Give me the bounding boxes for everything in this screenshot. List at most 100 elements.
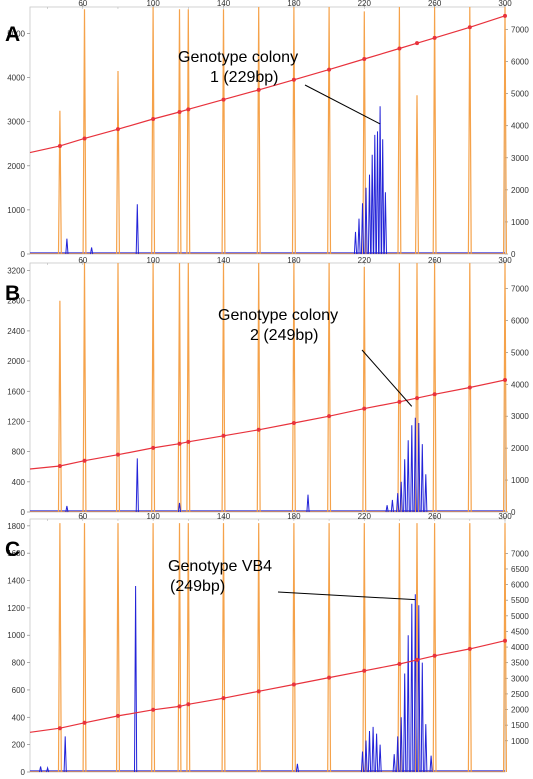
sample-peak [375, 733, 379, 773]
y-right-tick-label: 5000 [511, 348, 529, 357]
calibration-point [82, 458, 87, 463]
calibration-point [177, 109, 182, 114]
x-tick-label: 300 [498, 512, 512, 521]
sample-peak [406, 635, 410, 773]
y-right-tick-label: 6000 [511, 316, 529, 325]
x-tick-label: 260 [428, 256, 442, 265]
size-standard-peak [151, 6, 156, 255]
calibration-point [57, 143, 62, 148]
y-left-tick-label: 0 [21, 508, 26, 517]
sample-peak [403, 459, 407, 513]
sample-peak [177, 502, 182, 513]
annotation-line: Genotype colony [178, 49, 298, 66]
calibration-point [82, 136, 87, 141]
sample-peak [306, 494, 310, 513]
calibration-point [82, 720, 87, 725]
panel-letter: B [5, 282, 20, 305]
y-left-tick-label: 400 [12, 478, 26, 487]
x-tick-label: 100 [146, 256, 160, 265]
y-left-tick-label: 3200 [7, 267, 25, 276]
size-standard-peak [432, 262, 437, 513]
sample-peak [353, 231, 358, 255]
y-right-tick-label: 4500 [511, 627, 529, 636]
y-left-tick-label: 1200 [7, 604, 25, 613]
panel-letter: C [5, 538, 20, 561]
y-right-tick-label: 0 [511, 250, 516, 259]
y-left-tick-label: 1200 [7, 417, 25, 426]
size-standard-peak [177, 9, 182, 255]
size-standard-peak [82, 523, 87, 773]
x-tick-label: 220 [358, 256, 372, 265]
calibration-point [256, 87, 261, 92]
x-tick-label: 300 [498, 0, 512, 8]
calibration-point [397, 46, 402, 51]
annotation-line: Genotype colony [218, 307, 338, 324]
calibration-point [186, 107, 191, 112]
calibration-point [467, 25, 472, 30]
sample-peak [385, 505, 389, 513]
size-standard-peak [256, 523, 261, 773]
size-standard-peak [116, 523, 120, 773]
calibration-point [151, 445, 156, 450]
sample-peak [392, 754, 396, 773]
y-right-tick-label: 3000 [511, 154, 529, 163]
size-standard-peak [177, 262, 182, 513]
size-standard-peak [397, 523, 402, 773]
calibration-point [432, 35, 437, 40]
sample-peak [417, 605, 421, 773]
size-standard-peak [503, 523, 507, 773]
sample-peak [396, 493, 400, 513]
calibration-point [327, 67, 332, 72]
sample-peak [410, 425, 414, 513]
y-right-tick-label: 2500 [511, 690, 529, 699]
sample-peak [135, 458, 139, 513]
y-right-tick-label: 5000 [511, 612, 529, 621]
y-right-tick-label: 4000 [511, 380, 529, 389]
calibration-point [186, 439, 191, 444]
calibration-point [57, 726, 62, 731]
calibration-point [57, 463, 62, 468]
y-right-tick-label: 1000 [511, 218, 529, 227]
calibration-point [151, 707, 156, 712]
annotation-label: Genotype colony 2 (249bp) [218, 307, 338, 344]
y-right-tick-label: 6000 [511, 58, 529, 67]
y-left-tick-label: 2000 [7, 162, 25, 171]
size-standard-peak [186, 9, 191, 255]
sample-peak [360, 203, 365, 255]
y-left-tick-label: 400 [12, 713, 26, 722]
y-left-tick-label: 1400 [7, 577, 25, 586]
sample-peak [413, 594, 417, 773]
calibration-point [327, 414, 332, 419]
plot-frame [29, 6, 506, 255]
size-standard-peak [57, 300, 62, 513]
y-right-tick-label: 3000 [511, 674, 529, 683]
size-standard-peak [186, 523, 191, 773]
x-tick-label: 300 [498, 256, 512, 265]
size-standard-peak [116, 70, 120, 255]
y-right-tick-label: 2000 [511, 444, 529, 453]
sample-peak [46, 765, 50, 773]
y-right-tick-label: 4000 [511, 122, 529, 131]
calibration-point [362, 406, 367, 411]
sample-peak [373, 134, 377, 255]
y-left-tick-label: 5000 [7, 29, 25, 38]
calibration-point [415, 396, 420, 401]
sample-peak [367, 174, 372, 255]
y-right-tick-label: 6500 [511, 565, 529, 574]
sample-peak [399, 717, 403, 773]
sample-peak [65, 505, 69, 513]
calibration-point [397, 661, 402, 666]
size-standard-peak [327, 523, 332, 773]
size-standard-peak [82, 262, 87, 513]
y-right-tick-label: 5500 [511, 596, 529, 605]
y-right-tick-label: 2000 [511, 186, 529, 195]
calibration-point [503, 638, 507, 643]
y-left-tick-label: 600 [12, 686, 26, 695]
calibration-point [291, 77, 296, 82]
y-right-tick-label: 1000 [511, 476, 529, 485]
y-right-tick-label: 5000 [511, 90, 529, 99]
y-left-tick-label: 1000 [7, 631, 25, 640]
x-tick-label: 140 [217, 512, 231, 521]
size-standard-peak [57, 523, 62, 773]
